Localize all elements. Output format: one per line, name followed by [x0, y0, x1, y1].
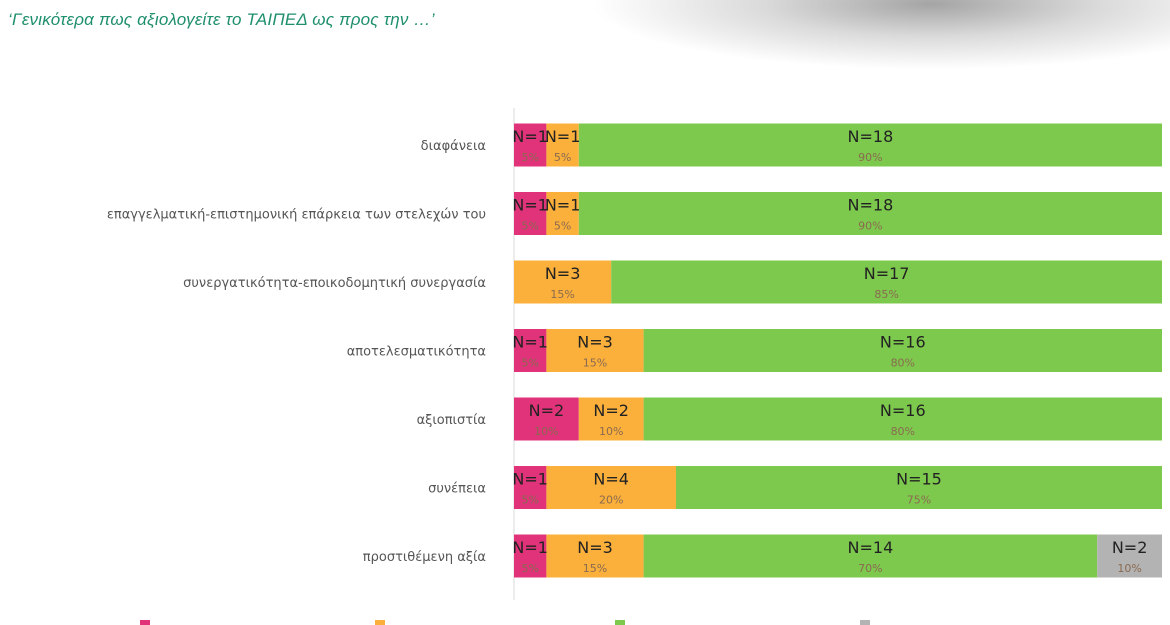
count-label: N=3	[545, 264, 581, 283]
percent-label: 70%	[858, 562, 882, 575]
category-label: προστιθέμενη αξία	[363, 550, 486, 565]
page-title: ‘Γενικότερα πως αξιολογείτε το ΤΑΙΠΕΔ ως…	[8, 10, 435, 29]
count-label: N=1	[512, 333, 548, 352]
bar-segment	[546, 534, 644, 578]
bar-segment	[546, 192, 579, 235]
category-labels: διαφάνεια επαγγελματική-επιστημονική επάρ…	[107, 139, 486, 565]
percent-label: 10%	[1117, 562, 1141, 575]
bar-segment	[643, 329, 1162, 372]
percent-label: 90%	[858, 151, 882, 164]
bar-segment	[514, 329, 547, 372]
percent-label: 5%	[521, 151, 538, 164]
count-label: N=1	[545, 127, 581, 146]
bar-segment	[546, 123, 579, 167]
count-label: N=16	[880, 333, 926, 352]
percent-label: 10%	[534, 425, 558, 438]
count-label: N=4	[593, 470, 629, 489]
percent-label: 15%	[583, 357, 607, 370]
count-label: N=1	[545, 196, 581, 215]
percent-label: 15%	[550, 288, 574, 301]
percent-label: 5%	[554, 220, 571, 233]
percent-label: 75%	[907, 494, 931, 507]
bar-segment	[514, 123, 547, 167]
bar-segment	[546, 329, 644, 372]
count-label: N=3	[577, 333, 613, 352]
percent-label: 5%	[521, 494, 538, 507]
percent-label: 5%	[554, 151, 571, 164]
bar-segment	[643, 397, 1162, 441]
count-label: N=15	[896, 470, 942, 489]
bar-segment	[546, 466, 676, 509]
bar-segment	[514, 260, 612, 304]
percent-label: 10%	[599, 425, 623, 438]
legend	[140, 620, 870, 625]
percent-label: 5%	[521, 562, 538, 575]
data-labels: N=1 5% N=1 5% N=18 90% N=1 5% N=1 5% N=18 90% N=3 15%…	[512, 127, 1147, 575]
count-label: N=18	[848, 196, 894, 215]
percent-label: 85%	[874, 288, 898, 301]
count-label: N=1	[512, 470, 548, 489]
percent-label: 90%	[858, 220, 882, 233]
percent-label: 80%	[891, 425, 915, 438]
bar-segment	[514, 397, 579, 441]
category-label: συνεργατικότητα-εποικοδομητική συνεργασί…	[183, 276, 486, 291]
legend-marker	[140, 620, 150, 625]
percent-label: 20%	[599, 494, 623, 507]
category-label: επαγγελματική-επιστημονική επάρκεια των …	[107, 208, 486, 223]
category-label: αξιοπιστία	[417, 413, 486, 428]
count-label: N=17	[864, 264, 910, 283]
count-label: N=1	[512, 196, 548, 215]
category-label: αποτελεσματικότητα	[347, 345, 486, 360]
bar-segment	[578, 123, 1162, 167]
bar-segment	[1097, 534, 1162, 578]
category-label: συνέπεια	[428, 482, 486, 497]
percent-label: 5%	[521, 220, 538, 233]
bar-segment	[611, 260, 1162, 304]
bar-segment	[676, 466, 1162, 509]
bar-segment	[578, 192, 1162, 235]
bar-segment	[578, 397, 644, 441]
legend-marker	[615, 620, 625, 625]
percent-label: 80%	[891, 357, 915, 370]
count-label: N=3	[577, 538, 613, 557]
bar-segment	[514, 466, 547, 509]
legend-marker	[860, 620, 870, 625]
count-label: N=18	[848, 127, 894, 146]
count-label: N=16	[880, 401, 926, 420]
bar-segment	[514, 192, 547, 235]
count-label: N=14	[848, 538, 894, 557]
count-label: N=1	[512, 538, 548, 557]
count-label: N=1	[512, 127, 548, 146]
legend-marker	[375, 620, 385, 625]
bars	[514, 123, 1162, 578]
count-label: N=2	[529, 401, 565, 420]
category-label: διαφάνεια	[421, 139, 486, 154]
count-label: N=2	[1112, 538, 1148, 557]
percent-label: 5%	[521, 357, 538, 370]
count-label: N=2	[593, 401, 629, 420]
percent-label: 15%	[583, 562, 607, 575]
bar-segment	[643, 534, 1098, 578]
bar-segment	[514, 534, 547, 578]
